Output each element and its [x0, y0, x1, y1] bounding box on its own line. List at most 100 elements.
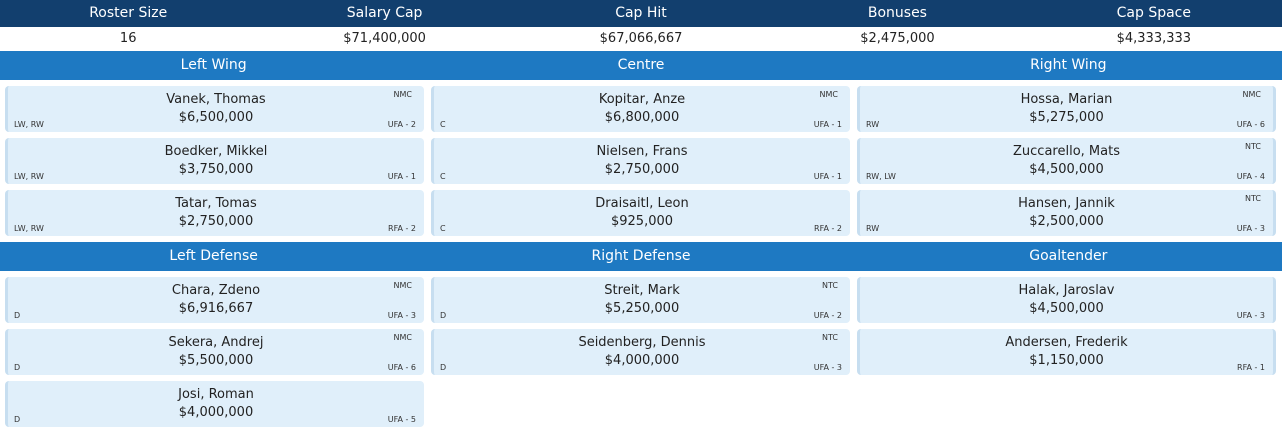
- player-card[interactable]: Josi, Roman $4,000,000 D UFA - 5: [5, 381, 424, 427]
- section-title-left-wing: Left Wing: [180, 57, 247, 73]
- header-cap-hit: Cap Hit: [615, 5, 667, 21]
- player-cap-hit: $6,800,000: [604, 110, 680, 125]
- player-card[interactable]: Vanek, Thomas $6,500,000 LW, RW UFA - 2 …: [5, 86, 424, 132]
- player-contract: UFA - 1: [387, 172, 416, 181]
- value-roster-size: 16: [119, 31, 137, 46]
- player-card[interactable]: Halak, Jaroslav $4,500,000 UFA - 3: [857, 277, 1276, 323]
- player-clause: NMC: [1242, 90, 1261, 99]
- player-name[interactable]: Hansen, Jannik: [1018, 196, 1115, 211]
- player-card[interactable]: Sekera, Andrej $5,500,000 D UFA - 6 NMC: [5, 329, 424, 375]
- header-salary-cap: Salary Cap: [346, 5, 423, 21]
- player-cap-hit: $4,500,000: [1029, 162, 1104, 177]
- player-cap-hit: $4,000,000: [178, 405, 254, 420]
- value-bonuses: $2,475,000: [860, 31, 935, 46]
- player-card[interactable]: Boedker, Mikkel $3,750,000 LW, RW UFA - …: [5, 138, 424, 184]
- player-contract: UFA - 1: [813, 120, 842, 129]
- player-position: LW, RW: [14, 224, 44, 233]
- player-position: D: [14, 363, 21, 372]
- player-card[interactable]: Zuccarello, Mats $4,500,000 RW, LW UFA -…: [857, 138, 1276, 184]
- player-position: D: [14, 415, 21, 424]
- player-name[interactable]: Andersen, Frederik: [1005, 335, 1128, 350]
- section-title-goaltender: Goaltender: [1029, 248, 1108, 264]
- player-card[interactable]: Andersen, Frederik $1,150,000 RFA - 1: [857, 329, 1276, 375]
- player-name[interactable]: Draisaitl, Leon: [595, 196, 689, 211]
- player-position: D: [440, 311, 447, 320]
- player-name[interactable]: Vanek, Thomas: [166, 92, 266, 107]
- player-contract: UFA - 4: [1236, 172, 1265, 181]
- player-name[interactable]: Halak, Jaroslav: [1018, 283, 1115, 298]
- player-clause: NTC: [1245, 194, 1261, 203]
- player-name[interactable]: Sekera, Andrej: [168, 335, 264, 350]
- player-card[interactable]: Kopitar, Anze $6,800,000 C UFA - 1 NMC: [431, 86, 850, 132]
- player-card[interactable]: Hossa, Marian $5,275,000 RW UFA - 6 NMC: [857, 86, 1276, 132]
- player-cap-hit: $5,275,000: [1029, 110, 1104, 125]
- player-cap-hit: $2,750,000: [178, 214, 254, 229]
- value-cap-hit: $67,066,667: [599, 31, 683, 46]
- player-clause: NMC: [819, 90, 838, 99]
- cap-summary-values: 16 $71,400,000 $67,066,667 $2,475,000 $4…: [0, 27, 1282, 51]
- cap-summary-header: Roster Size Salary Cap Cap Hit Bonuses C…: [0, 0, 1282, 27]
- player-name[interactable]: Boedker, Mikkel: [164, 144, 268, 159]
- player-cap-hit: $1,150,000: [1029, 353, 1104, 368]
- value-salary-cap: $71,400,000: [343, 31, 426, 46]
- player-contract: UFA - 3: [387, 311, 416, 320]
- player-contract: UFA - 2: [813, 311, 842, 320]
- player-name[interactable]: Josi, Roman: [178, 387, 254, 402]
- player-cap-hit: $4,000,000: [604, 353, 680, 368]
- player-card[interactable]: Draisaitl, Leon $925,000 C RFA - 2: [431, 190, 850, 236]
- player-contract: UFA - 6: [1236, 120, 1265, 129]
- value-cap-space: $4,333,333: [1116, 31, 1192, 46]
- section-title-right-defense: Right Defense: [591, 248, 691, 264]
- player-position: C: [440, 172, 446, 181]
- player-contract: UFA - 3: [1236, 311, 1265, 320]
- player-contract: UFA - 5: [387, 415, 416, 424]
- player-name[interactable]: Zuccarello, Mats: [1013, 144, 1120, 159]
- player-cap-hit: $3,750,000: [178, 162, 254, 177]
- player-cap-hit: $5,250,000: [604, 301, 680, 316]
- defense-section-bar: Left Defense Right Defense Goaltender: [0, 242, 1282, 271]
- player-cap-hit: $4,500,000: [1029, 301, 1104, 316]
- player-name[interactable]: Kopitar, Anze: [598, 92, 686, 107]
- player-position: D: [14, 311, 21, 320]
- player-name[interactable]: Tatar, Tomas: [175, 196, 257, 211]
- player-clause: NTC: [1245, 142, 1261, 151]
- player-position: RW, LW: [866, 172, 896, 181]
- section-title-centre: Centre: [617, 57, 665, 73]
- player-clause: NMC: [393, 90, 412, 99]
- player-card[interactable]: Chara, Zdeno $6,916,667 D UFA - 3 NMC: [5, 277, 424, 323]
- player-card[interactable]: Tatar, Tomas $2,750,000 LW, RW RFA - 2: [5, 190, 424, 236]
- player-cap-hit: $6,916,667: [178, 301, 254, 316]
- player-cap-hit: $6,500,000: [178, 110, 254, 125]
- player-position: RW: [866, 224, 880, 233]
- header-roster-size: Roster Size: [89, 5, 168, 21]
- player-contract: UFA - 3: [813, 363, 842, 372]
- section-title-right-wing: Right Wing: [1030, 57, 1107, 73]
- player-clause: NTC: [822, 281, 838, 290]
- forwards-section-bar: Left Wing Centre Right Wing: [0, 51, 1282, 80]
- player-cap-hit: $5,500,000: [178, 353, 254, 368]
- player-position: D: [440, 363, 447, 372]
- player-cap-hit: $925,000: [610, 214, 674, 229]
- player-name[interactable]: Streit, Mark: [604, 283, 680, 298]
- player-clause: NTC: [822, 333, 838, 342]
- player-position: C: [440, 224, 446, 233]
- player-name[interactable]: Hossa, Marian: [1020, 92, 1113, 107]
- player-card[interactable]: Streit, Mark $5,250,000 D UFA - 2 NTC: [431, 277, 850, 323]
- player-clause: NMC: [393, 281, 412, 290]
- player-card[interactable]: Hansen, Jannik $2,500,000 RW UFA - 3 NTC: [857, 190, 1276, 236]
- player-card[interactable]: Seidenberg, Dennis $4,000,000 D UFA - 3 …: [431, 329, 850, 375]
- player-name[interactable]: Seidenberg, Dennis: [578, 335, 706, 350]
- player-contract: UFA - 3: [1236, 224, 1265, 233]
- player-clause: NMC: [393, 333, 412, 342]
- header-bonuses: Bonuses: [867, 5, 927, 21]
- player-name[interactable]: Nielsen, Frans: [596, 144, 688, 159]
- player-contract: RFA - 2: [814, 224, 842, 233]
- player-cap-hit: $2,750,000: [604, 162, 680, 177]
- player-cap-hit: $2,500,000: [1029, 214, 1104, 229]
- player-contract: UFA - 6: [387, 363, 416, 372]
- player-card[interactable]: Nielsen, Frans $2,750,000 C UFA - 1: [431, 138, 850, 184]
- header-cap-space: Cap Space: [1116, 5, 1191, 21]
- player-name[interactable]: Chara, Zdeno: [171, 283, 261, 298]
- player-position: LW, RW: [14, 120, 44, 129]
- player-position: LW, RW: [14, 172, 44, 181]
